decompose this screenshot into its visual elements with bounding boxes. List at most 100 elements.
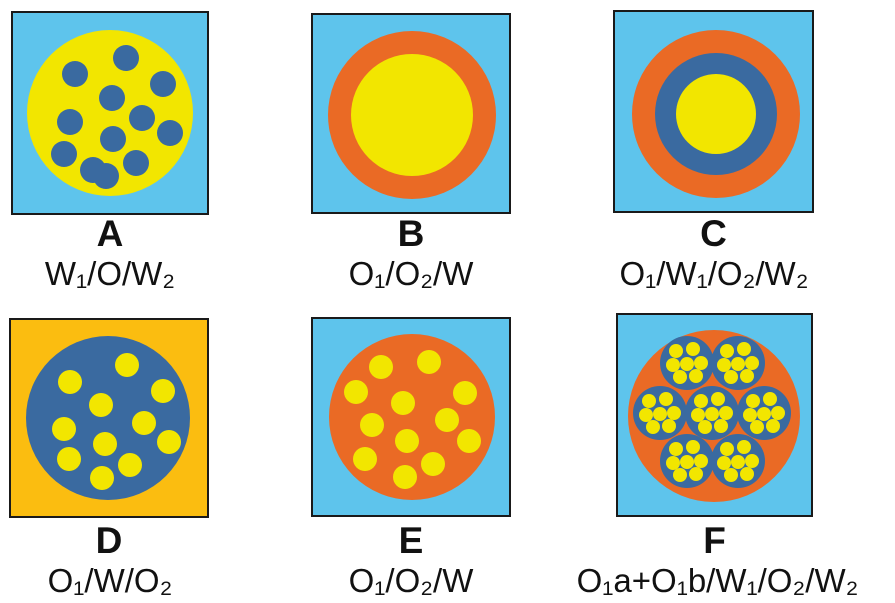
diagram-o1-w-o2 (9, 318, 209, 518)
innermost-oil-droplet (680, 455, 694, 469)
oil-droplet (151, 379, 175, 403)
diagram-o1-w1-o2-w2-core-double-shell (613, 10, 814, 213)
inner-oil-droplet (360, 413, 384, 437)
panel-letter-b: B (397, 213, 425, 254)
innermost-oil-droplet (686, 342, 700, 356)
water-droplet (57, 109, 83, 135)
oil-droplet (93, 432, 117, 456)
panel-letter-d: D (95, 520, 123, 561)
innermost-oil-droplet (686, 440, 700, 454)
innermost-oil-droplet (673, 468, 687, 482)
oil-droplet (132, 411, 156, 435)
innermost-oil-droplet (717, 456, 731, 470)
innermost-oil-droplet (689, 467, 703, 481)
innermost-oil-droplet (750, 420, 764, 434)
innermost-oil-droplet (694, 394, 708, 408)
innermost-oil-droplet (737, 342, 751, 356)
innermost-oil-droplet (740, 467, 754, 481)
inner-oil-droplet (369, 355, 393, 379)
panel-formula-e: O₁/O₂/W (348, 562, 474, 599)
innermost-oil-droplet (694, 454, 708, 468)
oil-droplet (89, 393, 113, 417)
panel-letter-a: A (96, 213, 124, 254)
water-droplet (113, 45, 139, 71)
innermost-oil-droplet (689, 369, 703, 383)
panel-formula-d: O₁/W/O₂ (47, 562, 173, 599)
innermost-oil-droplet (680, 357, 694, 371)
innermost-oil-droplet (653, 407, 667, 421)
panel-letter-e: E (398, 520, 424, 561)
innermost-oil-droplet (642, 394, 656, 408)
panel-c (613, 10, 814, 213)
water-droplet (123, 150, 149, 176)
innermost-oil-droplet (724, 468, 738, 482)
innermost-oil-droplet (740, 369, 754, 383)
innermost-oil-droplet (719, 406, 733, 420)
inner-oil-droplet (395, 429, 419, 453)
oil-droplet (115, 353, 139, 377)
innermost-oil-droplet (743, 408, 757, 422)
panel-f (616, 313, 813, 517)
innermost-oil-droplet (720, 442, 734, 456)
innermost-oil-droplet (666, 456, 680, 470)
innermost-oil-droplet (746, 394, 760, 408)
innermost-oil-droplet (763, 392, 777, 406)
water-droplet (51, 141, 77, 167)
diagram-o1-o2-w-core-shell (311, 13, 511, 214)
innermost-oil-droplet (737, 440, 751, 454)
innermost-oil-droplet (724, 370, 738, 384)
inner-water-globules (633, 336, 791, 488)
panel-d (9, 318, 209, 518)
innermost-oil-droplet (745, 356, 759, 370)
water-droplet (150, 71, 176, 97)
panel-b (311, 13, 511, 214)
innermost-oil-droplet (659, 392, 673, 406)
inner-oil-droplet (391, 391, 415, 415)
inner-oil-core (351, 54, 473, 176)
water-droplet (157, 120, 183, 146)
panel-e (311, 317, 511, 517)
innermost-oil-droplet (771, 406, 785, 420)
panel-formula-c: O₁/W₁/O₂/W₂ (619, 255, 809, 292)
innermost-oil-droplet (669, 344, 683, 358)
innermost-oil-droplet (691, 408, 705, 422)
water-droplet (129, 105, 155, 131)
innermost-oil-droplet (757, 407, 771, 421)
water-droplet (99, 85, 125, 111)
innermost-oil-droplet (698, 420, 712, 434)
inner-oil-droplet (417, 350, 441, 374)
oil-droplet (58, 370, 82, 394)
innermost-oil-droplet (705, 407, 719, 421)
innermost-oil-droplet (766, 419, 780, 433)
innermost-oil-droplet (667, 406, 681, 420)
panel-formula-a: W₁/O/W₂ (44, 255, 176, 292)
innermost-oil-droplet (666, 358, 680, 372)
water-droplet (93, 163, 119, 189)
innermost-oil-droplet (673, 370, 687, 384)
water-droplet (100, 126, 126, 152)
inner-oil-droplet (393, 465, 417, 489)
innermost-oil-droplet (646, 420, 660, 434)
panel-letter-f: F (703, 520, 726, 561)
oil-droplet (157, 430, 181, 454)
panel-formula-f: O₁a+O₁b/W₁/O₂/W₂ (576, 562, 859, 599)
oil-droplet (57, 447, 81, 471)
innermost-oil-droplet (669, 442, 683, 456)
innermost-oil-droplet (745, 454, 759, 468)
innermost-oil-droplet (717, 358, 731, 372)
innermost-oil-droplet (731, 357, 745, 371)
oil-droplet (90, 466, 114, 490)
innermost-oil-droplet (731, 455, 745, 469)
diagram-o1-o2-w-droplets (311, 317, 511, 517)
innermost-oil-droplet (662, 419, 676, 433)
innermost-oil-droplet (714, 419, 728, 433)
water-droplet (62, 61, 88, 87)
oil-droplet (52, 417, 76, 441)
inner-oil-droplet (457, 429, 481, 453)
panel-formula-b: O₁/O₂/W (348, 255, 474, 292)
diagram-w1-o-w2 (11, 11, 209, 215)
panel-a (11, 11, 209, 215)
inner-oil-droplet (421, 452, 445, 476)
innermost-oil-droplet (720, 344, 734, 358)
inner-oil-droplet (453, 381, 477, 405)
